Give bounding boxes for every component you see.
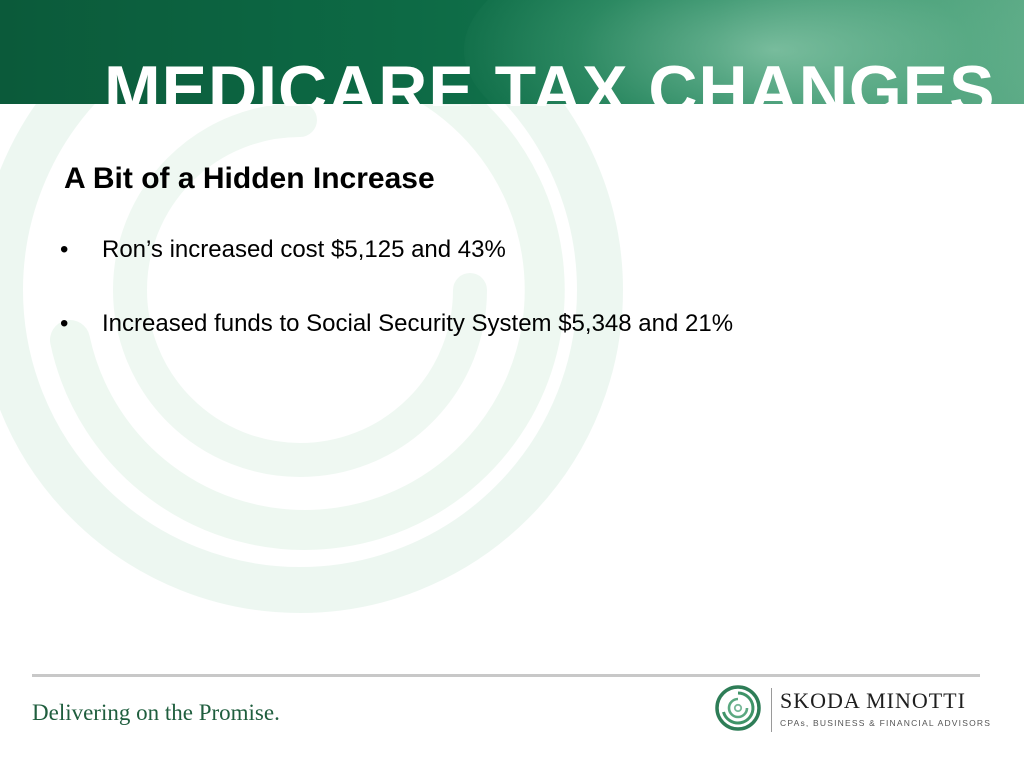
bullet-marker: • [60,236,69,263]
bullet-marker: • [60,310,69,337]
bullet-text: Ron’s increased cost $5,125 and 43% [102,236,506,263]
slide-title: MEDICARE TAX CHANGES [104,52,996,106]
logo-divider [771,688,772,732]
background-swirl-graphic [0,0,623,613]
company-logo: SKODA MINOTTI CPAs, BUSINESS & FINANCIAL… [714,684,990,736]
footer-tagline: Delivering on the Promise. [32,700,280,725]
slide-subtitle: A Bit of a Hidden Increase [64,162,435,195]
header-glow [464,0,1024,104]
logo-company-subtitle: CPAs, BUSINESS & FINANCIAL ADVISORS [780,718,992,728]
header-band [0,0,1024,104]
logo-company-name: SKODA MINOTTI [780,688,966,713]
concentric-circle-logo-icon [715,685,761,731]
bullet-text: Increased funds to Social Security Syste… [102,310,734,337]
footer-divider [32,674,980,677]
